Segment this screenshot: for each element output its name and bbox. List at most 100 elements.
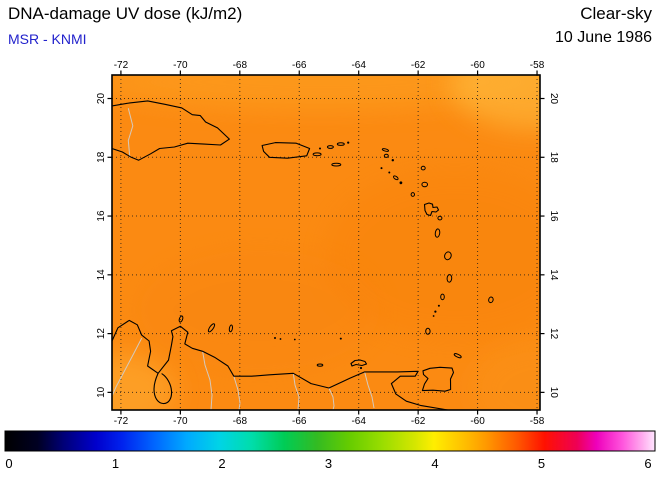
colorbar-gradient: [4, 430, 656, 452]
axis-ticks: [107, 70, 545, 415]
island-tobago: [453, 353, 462, 359]
heatmap-variations: [112, 75, 540, 410]
island-saba: [380, 167, 383, 170]
island-los-roques-1: [274, 337, 276, 339]
colorbar-tick-labels: 0 1 2 3 4 5 6: [5, 456, 651, 471]
border-venezuela-5: [364, 371, 375, 409]
border-venezuela-4: [328, 387, 335, 410]
island-curacao: [207, 323, 216, 333]
island-barbados: [488, 296, 494, 304]
lon-tick-label-bottom: -60: [470, 416, 485, 427]
lat-tick-label-right: 16: [548, 210, 559, 222]
island-los-roques-2: [279, 338, 282, 340]
island-grenadines-3: [432, 315, 435, 317]
lat-tick-label-right: 10: [548, 387, 559, 399]
lon-tick-label-bottom: -68: [233, 416, 248, 427]
heatmap-field: [112, 75, 540, 410]
lat-tick-label-left: 16: [96, 210, 107, 222]
island-grenadines-1: [437, 304, 440, 307]
island-nevis: [399, 181, 403, 185]
colorbar-tick-label: 2: [218, 456, 225, 471]
island-montserrat: [410, 192, 415, 197]
date-label: 10 June 1986: [555, 29, 652, 46]
coastlines: [112, 100, 494, 410]
colorbar-tick-label: 5: [538, 456, 545, 471]
island-grenadines-2: [434, 310, 437, 313]
coast-hispaniola: [112, 100, 230, 161]
colorbar-tick-label: 0: [5, 456, 12, 471]
grid-lines: [112, 75, 540, 410]
lat-tick-label-left: 20: [96, 93, 107, 105]
border-colombia-venezuela: [112, 337, 143, 397]
island-dominica: [434, 228, 441, 238]
lat-tick-label-right: 12: [548, 328, 559, 340]
island-st-lucia: [446, 274, 453, 283]
island-st-eustatius: [388, 171, 391, 174]
lat-tick-label-left: 14: [96, 269, 107, 281]
colorbar-tick-label: 6: [644, 456, 651, 471]
lon-tick-label-bottom: -72: [114, 416, 129, 427]
island-st-vincent: [440, 293, 445, 301]
border-venezuela-3: [292, 373, 300, 410]
lon-tick-label-top: -70: [173, 60, 188, 71]
lon-tick-label-top: -58: [530, 60, 545, 71]
lat-tick-label-left: 18: [96, 151, 107, 163]
island-trinidad: [421, 366, 455, 392]
political-borders: [112, 108, 375, 410]
lon-tick-label-top: -68: [233, 60, 248, 71]
map-frame: [111, 74, 541, 411]
island-marie-galante: [437, 215, 443, 221]
island-st-barthelemy: [391, 159, 394, 162]
lon-tick-label-bottom: -66: [292, 416, 307, 427]
border-haiti-dr: [127, 108, 134, 158]
lon-tick-label-top: -64: [351, 60, 366, 71]
coast-venezuela-mainland: [112, 319, 449, 410]
border-venezuela-1: [202, 351, 213, 410]
lon-tick-label-bottom: -58: [530, 416, 545, 427]
lat-tick-label-right: 18: [548, 152, 559, 164]
island-la-blanquilla: [339, 337, 342, 340]
source-label: MSR - KNMI: [8, 31, 87, 47]
condition-label: Clear-sky: [580, 4, 652, 23]
coast-lake-maracaibo: [153, 372, 173, 405]
axis-labels: -72 -72 -70 -70 -68 -68 -66 -66 -64 -64 -62 -62 -60 -…: [96, 60, 559, 427]
lat-tick-label-right: 14: [548, 269, 559, 281]
lon-tick-label-bottom: -62: [411, 416, 426, 427]
island-culebra: [319, 147, 321, 150]
island-tortola: [336, 142, 345, 146]
lon-tick-label-top: -62: [411, 60, 426, 71]
coast-puerto-rico: [261, 142, 311, 159]
island-bonaire: [228, 324, 233, 333]
island-martinique: [444, 251, 452, 261]
island-st-thomas: [326, 145, 334, 149]
island-margarita: [350, 359, 368, 367]
lon-tick-label-top: -60: [470, 60, 485, 71]
lon-tick-label-top: -66: [292, 60, 307, 71]
island-aruba: [178, 315, 184, 323]
colorbar-tick-label: 1: [112, 456, 119, 471]
border-venezuela-2: [233, 376, 241, 410]
colorbar-tick-label: 4: [431, 456, 438, 471]
lon-tick-label-bottom: -70: [173, 416, 188, 427]
lon-tick-label-bottom: -64: [351, 416, 366, 427]
lon-tick-label-top: -72: [114, 60, 129, 71]
island-antigua: [421, 181, 429, 188]
page-title: DNA-damage UV dose (kJ/m2): [8, 4, 243, 23]
island-anguilla: [381, 148, 390, 152]
island-vieques: [312, 152, 322, 157]
island-grenada: [425, 327, 431, 335]
lat-tick-label-left: 10: [96, 386, 107, 398]
island-virgin-gorda: [347, 141, 350, 144]
colorbar: 0 1 2 3 4 5 6: [4, 430, 656, 471]
island-la-orchila: [293, 338, 296, 341]
island-st-martin: [383, 153, 389, 158]
island-st-croix: [331, 162, 342, 167]
island-barbuda: [420, 165, 426, 171]
lat-tick-label-right: 20: [548, 93, 559, 105]
island-guadeloupe: [423, 202, 440, 217]
colorbar-tick-label: 3: [325, 456, 332, 471]
island-la-tortuga: [316, 363, 324, 367]
island-coche: [359, 366, 363, 370]
lat-tick-label-left: 12: [96, 328, 107, 340]
